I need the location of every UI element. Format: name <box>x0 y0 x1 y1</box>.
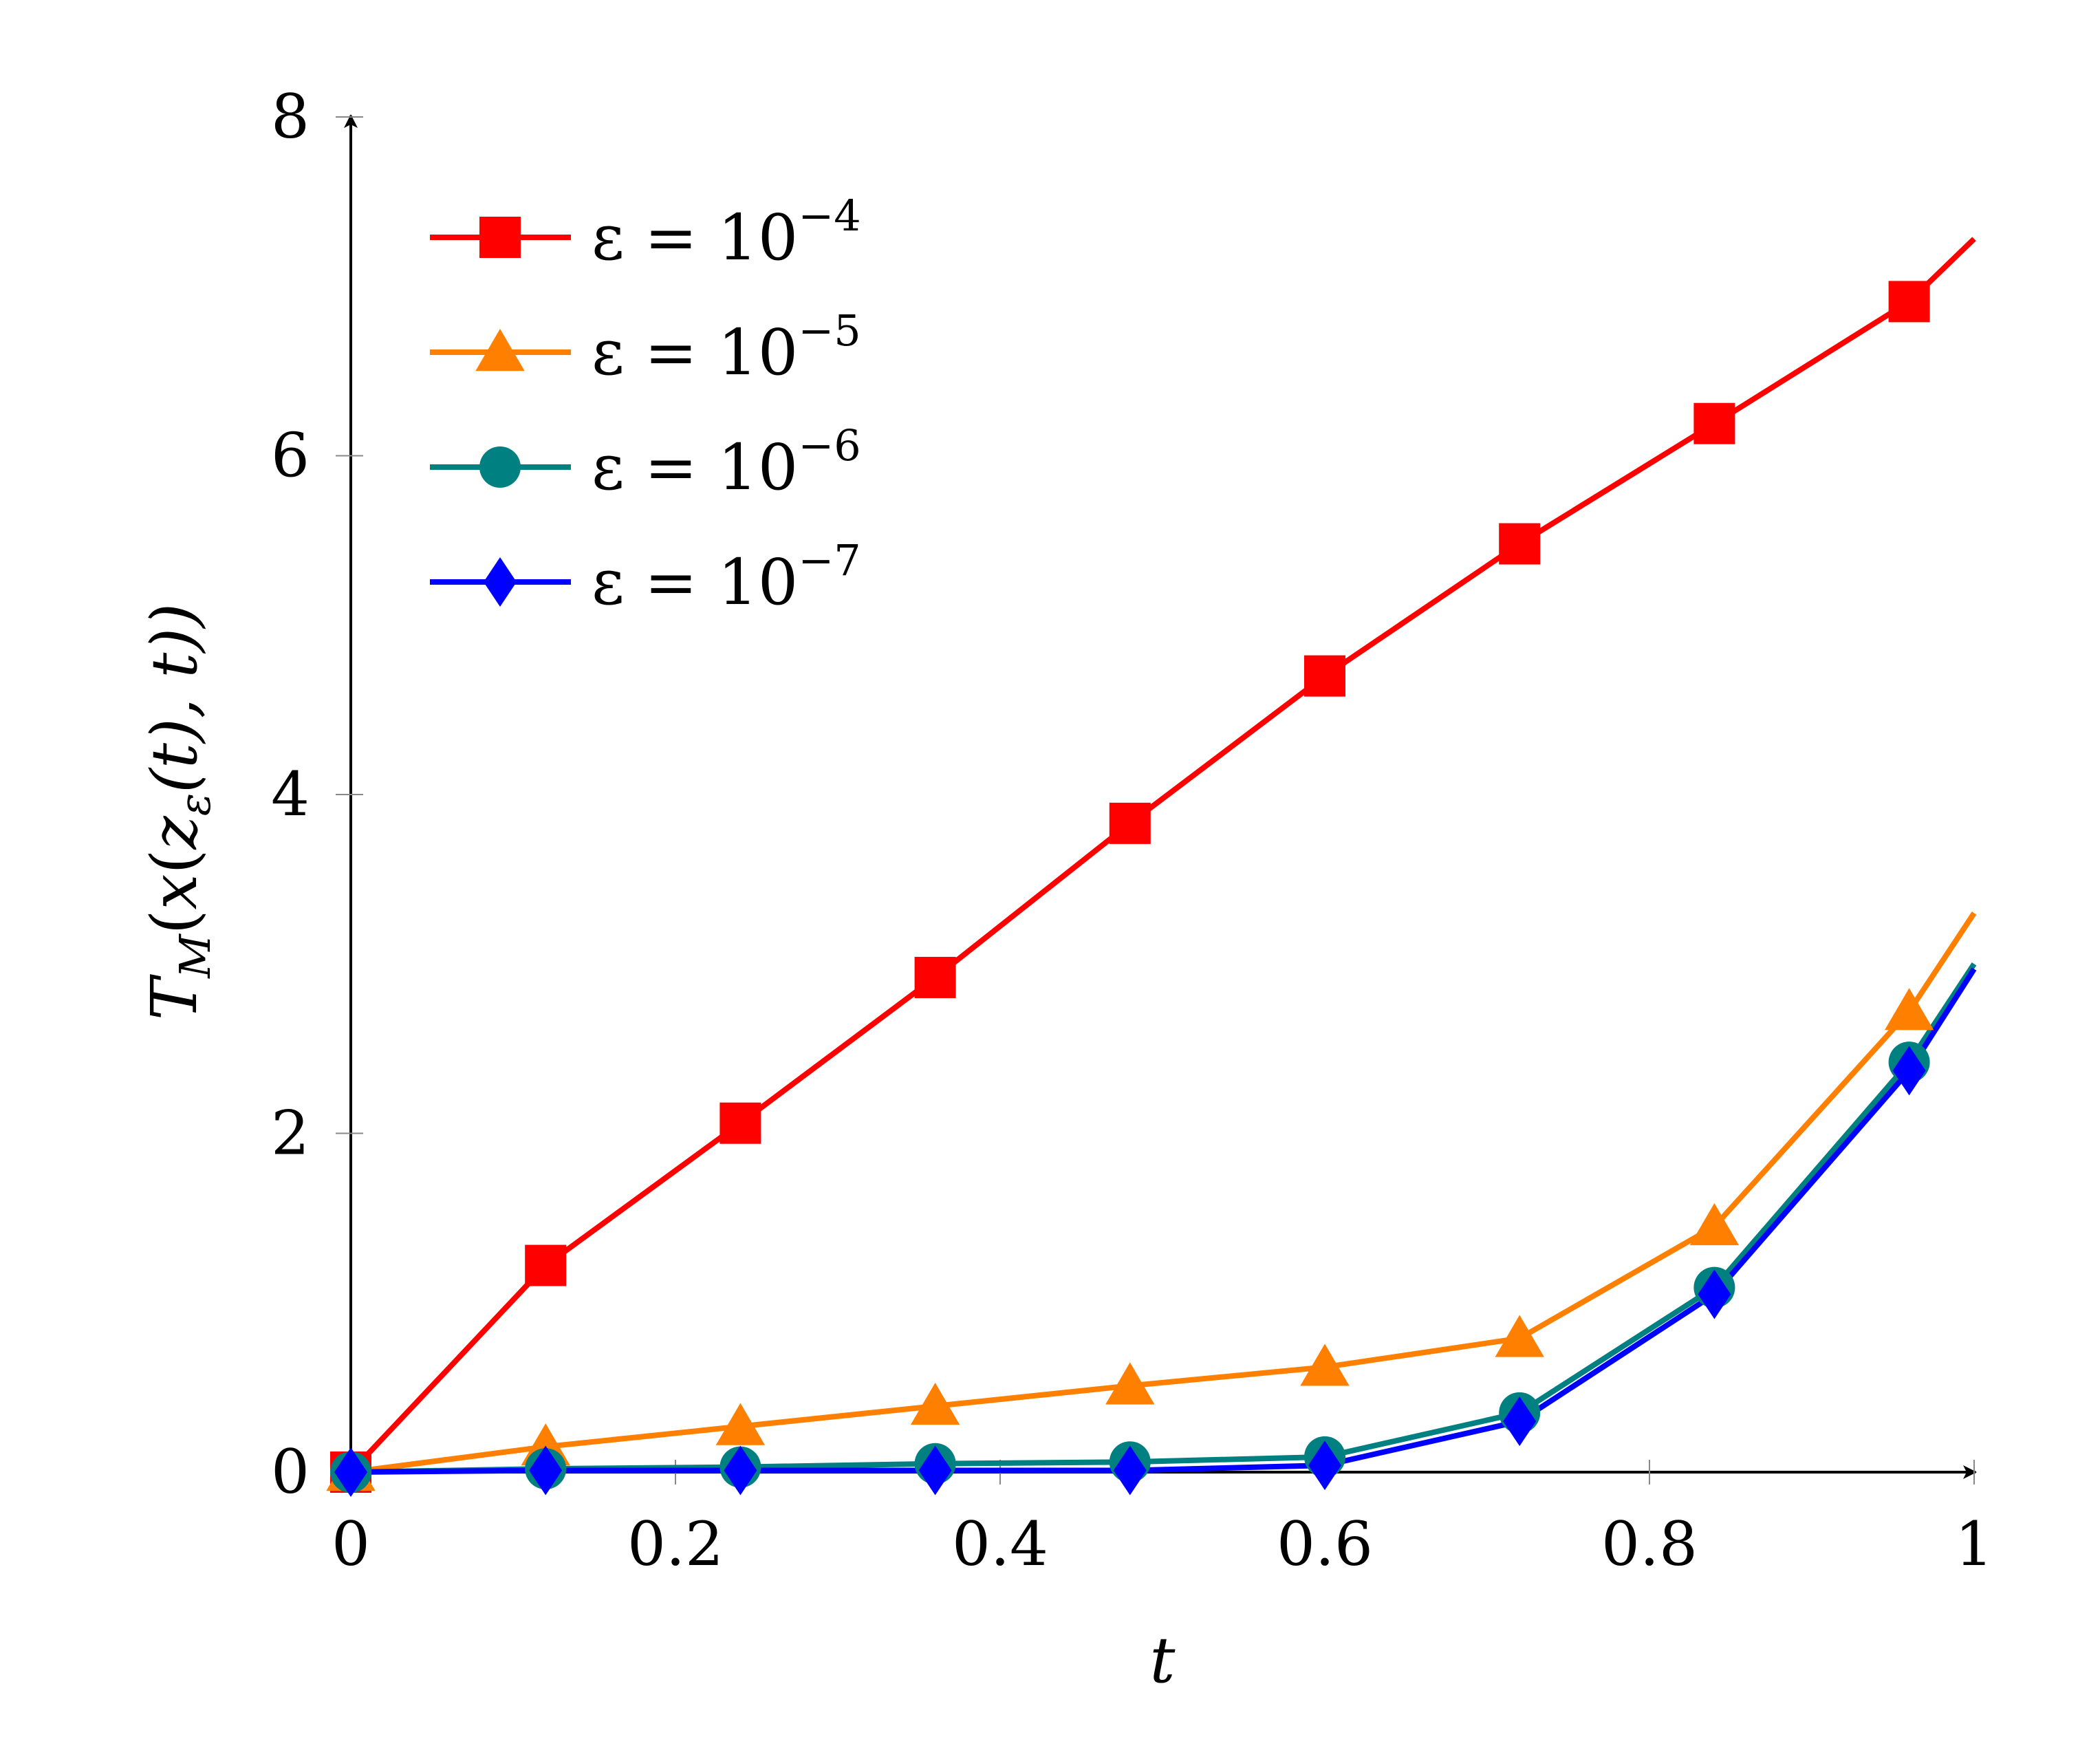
data-point-triangle <box>1884 988 1934 1030</box>
y-axis-title-z: z <box>138 816 211 850</box>
legend-item: ε = 10−7 <box>430 535 861 619</box>
legend-item: ε = 10−4 <box>430 191 861 274</box>
legend-label: ε = 10−6 <box>592 420 861 504</box>
y-tick-label: 6 <box>271 420 310 491</box>
legend-label: ε = 10−7 <box>592 535 861 619</box>
y-tick-label: 4 <box>271 759 310 830</box>
y-tick-label: 8 <box>271 81 310 152</box>
data-point-diamond <box>918 1445 952 1496</box>
legend-label-exponent: −7 <box>798 535 860 585</box>
y-axis-title-rest: (t), t)) <box>138 603 211 793</box>
data-point-diamond <box>529 1445 563 1496</box>
x-tick-label: 0.6 <box>1277 1509 1373 1579</box>
legend-label-main: ε = 10 <box>592 201 798 274</box>
data-point-triangle <box>1300 1343 1350 1386</box>
data-point-triangle <box>910 1382 960 1425</box>
legend-label-main: ε = 10 <box>592 546 798 619</box>
x-tick-label: 1 <box>1955 1509 1993 1579</box>
x-tick-label: 0.4 <box>952 1509 1048 1579</box>
legend-label-main: ε = 10 <box>592 316 798 389</box>
legend-label-exponent: −4 <box>798 191 860 241</box>
y-tick-label: 2 <box>271 1098 310 1169</box>
data-point-square <box>719 1102 761 1144</box>
data-point-diamond <box>1892 1046 1926 1096</box>
data-point-triangle <box>1105 1362 1155 1405</box>
series-layer <box>349 237 1977 1475</box>
legend-label-main: ε = 10 <box>592 431 798 504</box>
data-point-diamond <box>1308 1440 1341 1491</box>
data-point-diamond <box>724 1445 757 1496</box>
y-axis-title-T: T <box>138 974 211 1020</box>
legend: ε = 10−4ε = 10−5ε = 10−6ε = 10−7 <box>430 191 861 619</box>
legend-marker-circle <box>479 446 521 488</box>
data-point-square <box>1693 402 1735 444</box>
data-point-square <box>914 956 956 998</box>
data-point-triangle <box>1495 1315 1544 1357</box>
data-point-triangle <box>1689 1202 1740 1246</box>
series-line-4 <box>350 967 1977 1475</box>
data-point-diamond <box>334 1447 367 1497</box>
y-tick-label: 0 <box>271 1436 310 1507</box>
y-axis-title-paren1: ( <box>138 909 211 934</box>
y-axis-title-sub-M: M <box>170 934 220 979</box>
legend-label-exponent: −6 <box>798 420 860 471</box>
data-point-diamond <box>1503 1396 1537 1447</box>
legend-item: ε = 10−6 <box>430 420 861 504</box>
legend-marker-triangle <box>475 329 525 371</box>
legend-label-exponent: −5 <box>798 305 860 356</box>
series-line-1 <box>349 237 1976 1474</box>
y-axis-title-sub-eps: ε <box>170 793 220 816</box>
x-axis-title: t <box>1150 1623 1176 1697</box>
data-point-diamond <box>1113 1445 1147 1496</box>
data-point-square <box>1499 523 1541 565</box>
legend-item: ε = 10−5 <box>430 305 861 389</box>
data-point-diamond <box>1698 1269 1731 1319</box>
series-line-3 <box>350 962 1977 1475</box>
legend-label: ε = 10−4 <box>592 191 861 274</box>
y-axis-title-paren2: ( <box>138 850 211 874</box>
legend-marker-square <box>479 217 521 258</box>
series-line-2 <box>350 911 1977 1475</box>
legend-marker-diamond <box>484 557 517 607</box>
x-tick-label: 0.2 <box>627 1509 724 1579</box>
data-point-square <box>1304 655 1345 697</box>
x-tick-label: 0.8 <box>1601 1509 1698 1579</box>
y-axis-title: TM(x(zε(t), t)) <box>138 603 220 1020</box>
x-tick-label: 0 <box>332 1509 370 1579</box>
ticks: 0 0.2 0.4 0.6 0.8 1 0 2 4 6 8 <box>271 81 1993 1579</box>
markers-layer <box>326 281 1934 1497</box>
data-point-square <box>525 1244 567 1286</box>
y-axis-title-x: x <box>138 874 211 910</box>
legend-label: ε = 10−5 <box>592 305 861 389</box>
data-point-triangle <box>715 1403 766 1445</box>
data-point-square <box>1888 281 1930 323</box>
data-point-square <box>1109 802 1151 844</box>
